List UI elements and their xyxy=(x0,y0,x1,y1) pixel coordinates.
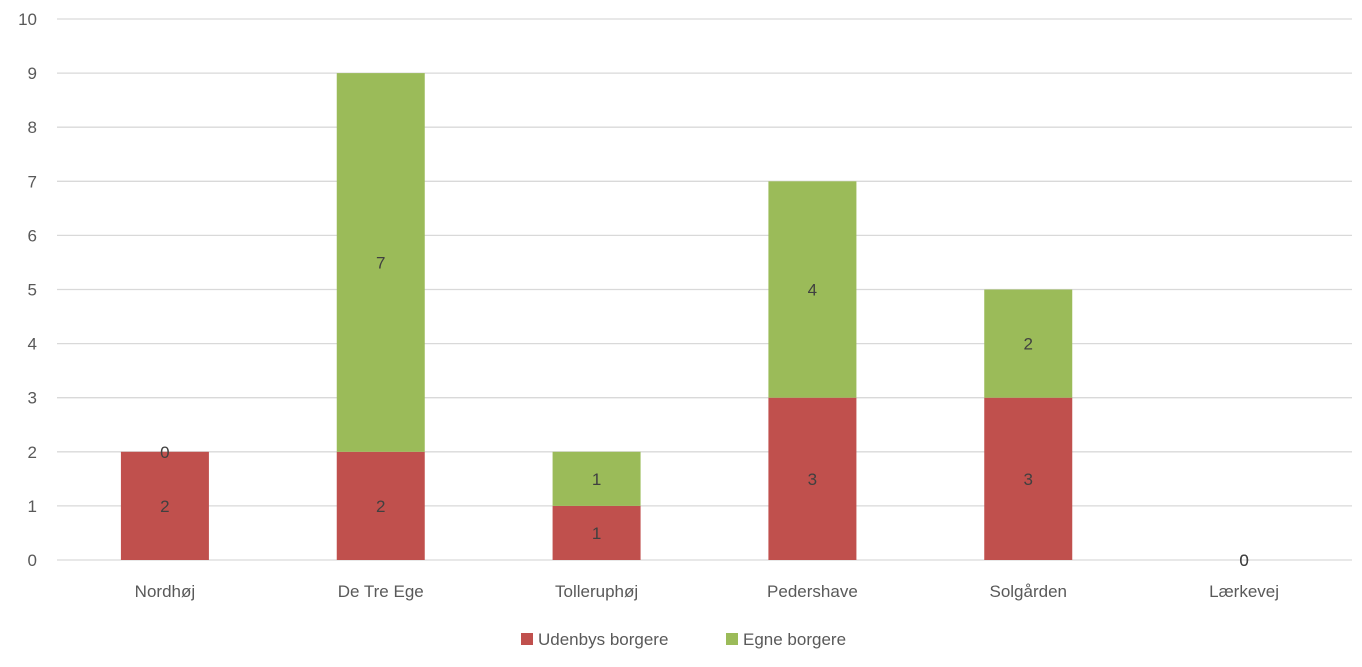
data-label: 2 xyxy=(376,497,385,516)
y-tick-label: 9 xyxy=(28,64,37,83)
y-tick-label: 0 xyxy=(28,551,37,570)
bar-udenbys xyxy=(120,451,209,560)
y-tick-label: 6 xyxy=(28,226,37,245)
data-label: 2 xyxy=(160,497,169,516)
y-axis-ticks: 0 1 2 3 4 5 6 7 8 9 10 xyxy=(18,10,37,570)
x-axis-categories: Nordhøj De Tre Ege Tolleruphøj Pedershave So… xyxy=(135,582,1279,601)
y-tick-label: 10 xyxy=(18,10,37,29)
y-tick-label: 7 xyxy=(28,172,37,191)
bar-udenbys xyxy=(552,505,641,560)
legend-label: Egne borgere xyxy=(743,630,846,649)
data-label: 3 xyxy=(1024,470,1033,489)
data-label: 0 xyxy=(1239,551,1248,570)
legend-swatch xyxy=(521,633,533,645)
data-label: 1 xyxy=(592,470,601,489)
legend-label: Udenbys borgere xyxy=(538,630,668,649)
y-tick-label: 8 xyxy=(28,118,37,137)
y-tick-label: 1 xyxy=(28,497,37,516)
gridlines xyxy=(57,18,1352,561)
legend-swatch xyxy=(726,633,738,645)
data-label: 0 xyxy=(1239,551,1248,570)
y-tick-label: 2 xyxy=(28,443,37,462)
bar-egne xyxy=(984,289,1073,398)
y-tick-label: 5 xyxy=(28,281,37,300)
bar-egne xyxy=(336,73,425,452)
bar-udenbys xyxy=(336,451,425,560)
x-category-label: Pedershave xyxy=(767,582,858,601)
data-label: 3 xyxy=(808,470,817,489)
data-label: 4 xyxy=(808,281,817,300)
x-category-label: Nordhøj xyxy=(135,582,195,601)
bar-udenbys xyxy=(984,397,1073,560)
data-label: 7 xyxy=(376,253,385,272)
y-tick-label: 3 xyxy=(28,389,37,408)
data-label: 1 xyxy=(592,524,601,543)
bar-egne xyxy=(768,181,857,398)
legend: Udenbys borgere Egne borgere xyxy=(521,630,846,649)
x-category-label: De Tre Ege xyxy=(338,582,424,601)
bar-egne xyxy=(552,451,641,506)
x-category-label: Tolleruphøj xyxy=(555,582,638,601)
data-label: 0 xyxy=(160,443,169,462)
x-category-label: Solgården xyxy=(989,582,1067,601)
x-category-label: Lærkevej xyxy=(1209,582,1279,601)
bars xyxy=(120,73,1073,560)
bar-udenbys xyxy=(768,397,857,560)
y-tick-label: 4 xyxy=(28,335,37,354)
data-label: 2 xyxy=(1024,335,1033,354)
